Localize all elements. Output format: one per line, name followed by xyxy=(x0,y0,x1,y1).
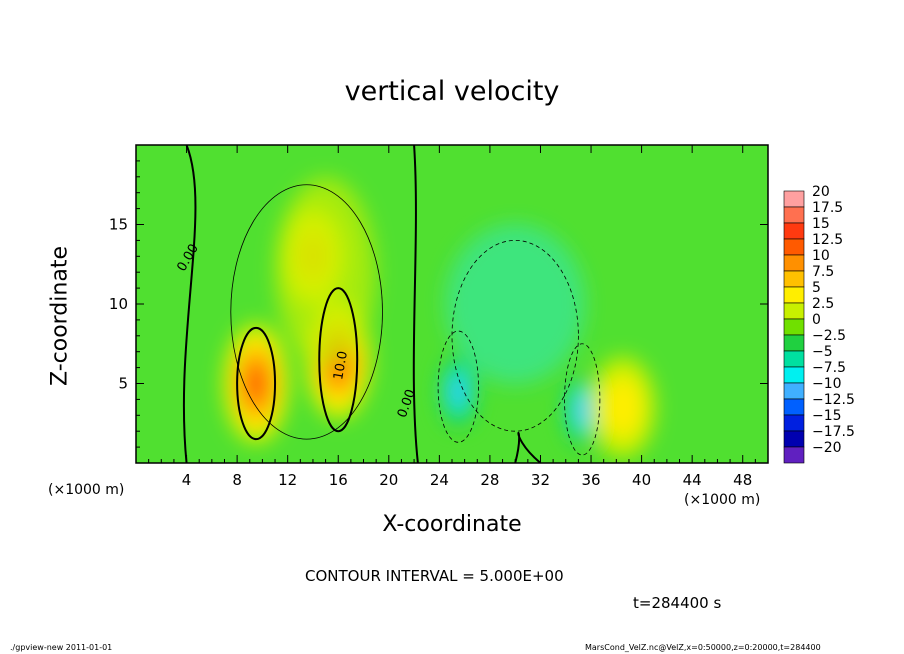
colorbar-label-12: −10 xyxy=(812,376,842,392)
y-tick-label-0: 5 xyxy=(118,375,128,393)
x-tick-label-0: 4 xyxy=(182,471,192,489)
time-text: t=284400 s xyxy=(633,594,722,612)
broad-updraft-region xyxy=(275,177,376,368)
colorbar-swatch-11 xyxy=(783,366,805,384)
colorbar-label-4: 10 xyxy=(812,248,830,264)
chart-title: vertical velocity xyxy=(344,76,560,107)
x-axis-label: X-coordinate xyxy=(382,512,522,537)
zero-contour-0 xyxy=(412,145,419,463)
broad-downdraft-region xyxy=(445,224,586,384)
x-tick-label-4: 20 xyxy=(379,471,398,489)
colorbar-label-10: −5 xyxy=(812,344,833,360)
colorbar-label-1: 17.5 xyxy=(812,200,843,216)
colorbar-swatch-9 xyxy=(783,334,805,352)
colorbar-label-13: −12.5 xyxy=(812,392,855,408)
colorbar-label-5: 7.5 xyxy=(812,264,834,280)
feature-downdraft-3-level-4 xyxy=(452,379,465,404)
x-tick-label-6: 28 xyxy=(480,471,499,489)
y-tick-label-1: 10 xyxy=(109,295,128,313)
feature-updraft-5-level-2 xyxy=(602,376,643,438)
colorbar-swatch-15 xyxy=(783,430,805,448)
contour-5 xyxy=(230,184,383,440)
x-unit-label-left: (×1000 m) xyxy=(48,482,125,498)
colorbar-label-3: 12.5 xyxy=(812,232,843,248)
zero-contour-2 xyxy=(514,432,542,463)
footer-right-text: MarsCond_VelZ.nc@VelZ,x=0:50000,z=0:2000… xyxy=(585,643,821,652)
colorbar: 2017.51512.5107.552.50−2.5−5−7.5−10−12.5… xyxy=(783,184,855,464)
x-tick-label-9: 40 xyxy=(632,471,651,489)
colorbar-swatch-4 xyxy=(783,254,805,272)
colorbar-swatch-2 xyxy=(783,222,805,240)
contour-neg-1 xyxy=(564,343,601,456)
colorbar-swatch-6 xyxy=(783,286,805,304)
colorbar-swatch-7 xyxy=(783,302,805,320)
x-tick-label-7: 32 xyxy=(531,471,550,489)
x-tick-label-10: 44 xyxy=(683,471,702,489)
colorbar-swatch-14 xyxy=(783,414,805,432)
contour-neg-2 xyxy=(451,239,579,432)
colorbar-swatch-8 xyxy=(783,318,805,336)
colorbar-label-6: 5 xyxy=(812,280,821,296)
y-tick-label-2: 15 xyxy=(109,216,128,234)
x-tick-label-8: 36 xyxy=(581,471,600,489)
contour-interval-text: CONTOUR INTERVAL = 5.000E+00 xyxy=(305,567,564,585)
colorbar-label-0: 20 xyxy=(812,184,830,200)
x-tick-label-5: 24 xyxy=(430,471,449,489)
contour-10-1 xyxy=(318,287,359,433)
colorbar-label-7: 2.5 xyxy=(812,296,834,312)
x-tick-label-2: 12 xyxy=(278,471,297,489)
colorbar-swatch-13 xyxy=(783,398,805,416)
colorbar-swatch-16 xyxy=(783,446,805,464)
colorbar-swatch-1 xyxy=(783,206,805,224)
x-tick-label-11: 48 xyxy=(733,471,752,489)
colorbar-label-2: 15 xyxy=(812,216,830,232)
zero-contour-1 xyxy=(182,145,197,463)
colorbar-label-15: −17.5 xyxy=(812,424,855,440)
feature-downdraft-4-level-4 xyxy=(576,398,589,423)
x-unit-label-right: (×1000 m) xyxy=(684,492,761,508)
colorbar-label-9: −2.5 xyxy=(812,328,846,344)
colorbar-label-16: −20 xyxy=(812,440,842,456)
x-tick-label-3: 16 xyxy=(329,471,348,489)
colorbar-swatch-5 xyxy=(783,270,805,288)
feature-updraft-0-level-5 xyxy=(247,367,266,400)
colorbar-swatch-3 xyxy=(783,238,805,256)
colorbar-swatch-0 xyxy=(783,190,805,208)
colorbar-label-8: 0 xyxy=(812,312,821,328)
contour-label-1: 10.0 xyxy=(331,350,351,381)
colorbar-label-11: −7.5 xyxy=(812,360,846,376)
colorbar-label-14: −15 xyxy=(812,408,842,424)
x-tick-label-1: 8 xyxy=(232,471,242,489)
contour-neg-0 xyxy=(437,330,479,443)
contour-10-0 xyxy=(236,326,277,441)
colorbar-swatch-12 xyxy=(783,382,805,400)
colorbar-swatch-10 xyxy=(783,350,805,368)
footer-left-text: ./gpview-new 2011-01-01 xyxy=(10,643,113,652)
